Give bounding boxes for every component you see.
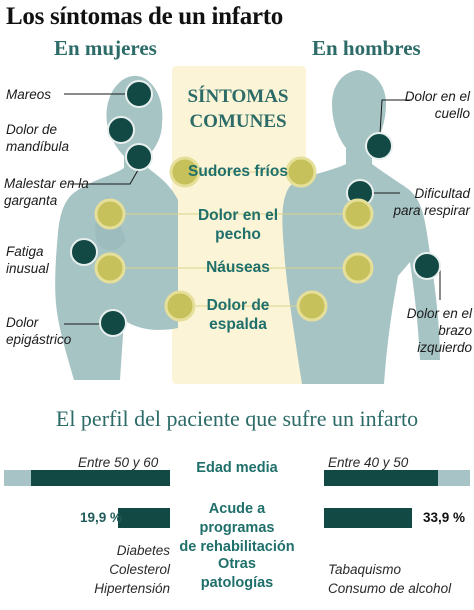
rehab-label-line2: de rehabilitación <box>179 539 295 555</box>
women-symptom-fatigue: Fatiga inusual <box>6 244 49 276</box>
women-other-item: Colesterol <box>109 562 170 577</box>
women-age-bar-track <box>4 470 170 486</box>
chest-dot-men <box>342 198 374 230</box>
sweat-dot-women <box>169 156 201 188</box>
back-dot-women <box>164 290 196 322</box>
men-rehab-value: 33,9 % <box>423 510 466 525</box>
page-title: Los síntomas de un infarto <box>6 3 283 30</box>
other-label: Otras patologías <box>170 555 304 593</box>
women-symptom-dizziness: Mareos <box>6 87 52 102</box>
men-symptom-arm: Dolor en el brazo izquierdo <box>406 306 472 355</box>
common-title-line2: COMUNES <box>189 111 287 132</box>
women-markers <box>64 80 153 337</box>
men-age-text: Entre 40 y 50 <box>328 455 409 470</box>
epigastric-marker <box>99 309 127 337</box>
sweat-dot-men <box>285 156 317 188</box>
women-symptom-jaw: Dolor de mandíbula <box>6 122 70 154</box>
rehab-label-line1: Acude a programas <box>199 501 275 536</box>
common-sweats: Sudores fríos <box>188 163 288 180</box>
common-back-pain: Dolor de espalda <box>206 297 270 333</box>
back-dot-men <box>296 290 328 322</box>
common-title-line1: SÍNTOMAS <box>187 86 289 107</box>
men-rehab-bar <box>324 508 412 528</box>
arm-marker <box>413 252 441 280</box>
women-age-text: Entre 50 y 60 <box>78 455 159 470</box>
fatigue-marker <box>70 238 98 266</box>
women-symptom-epigastric: Dolor epigástrico <box>6 315 72 347</box>
men-other-item: Consumo de alcohol <box>328 581 452 596</box>
other-label-line2: patologías <box>200 575 274 591</box>
women-other-item: Diabetes <box>116 543 170 558</box>
common-symptoms-panel <box>172 66 306 384</box>
nausea-dot-women <box>94 252 126 284</box>
common-nausea: Náuseas <box>206 259 270 276</box>
men-other-item: Tabaquismo <box>328 562 402 577</box>
men-other-list: Tabaquismo Consumo de alcohol <box>328 560 451 598</box>
common-chest-pain: Dolor en el pecho <box>197 207 279 243</box>
women-other-list: Diabetes Colesterol Hipertensión <box>94 541 170 598</box>
women-symptom-throat: Malestar en la garganta <box>4 176 89 208</box>
other-label-line1: Otras <box>218 556 256 572</box>
men-symptom-breathing: Dificultad para respirar <box>393 186 470 218</box>
age-label: Edad media <box>196 460 278 476</box>
rehab-label: Acude a programas de rehabilitación <box>170 500 304 557</box>
profile-title: El perfil del paciente que sufre un infa… <box>55 406 419 431</box>
chest-dot-women <box>94 198 126 230</box>
common-markers <box>94 156 374 322</box>
common-symptoms-title: SÍNTOMAS COMUNES <box>172 84 304 134</box>
men-heading: En hombres <box>312 36 421 60</box>
women-other-item: Hipertensión <box>94 581 170 596</box>
men-symptom-neck: Dolor en el cuello <box>404 89 470 121</box>
men-age-bar-track <box>324 470 470 486</box>
women-age-bar-fill <box>30 470 170 486</box>
women-heading: En mujeres <box>54 36 157 60</box>
nausea-dot-men <box>342 252 374 284</box>
neck-marker <box>365 132 393 160</box>
men-age-bar-fill <box>324 470 438 486</box>
women-rehab-bar <box>118 508 170 528</box>
women-rehab-value: 19,9 % <box>79 510 122 525</box>
body-illustration <box>55 66 441 384</box>
throat-marker <box>125 143 153 171</box>
